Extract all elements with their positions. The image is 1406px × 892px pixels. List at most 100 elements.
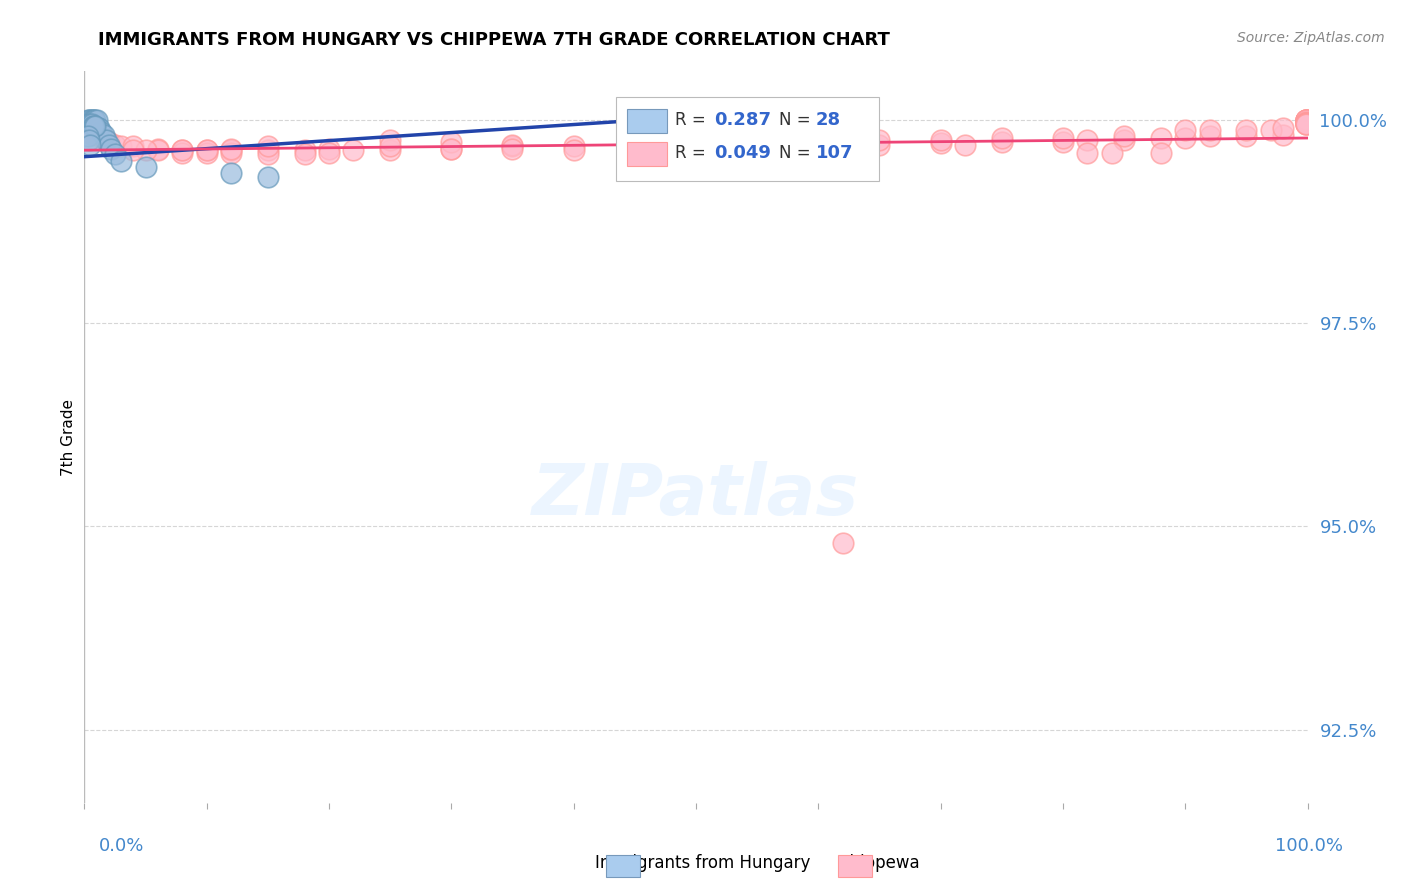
- Point: [219, 166, 242, 180]
- Point: [76, 117, 98, 131]
- FancyBboxPatch shape: [627, 110, 666, 133]
- Point: [97, 137, 120, 152]
- Point: [783, 139, 806, 153]
- Point: [77, 133, 100, 147]
- Point: [91, 131, 114, 145]
- Text: R =: R =: [675, 144, 706, 161]
- Text: 100.0%: 100.0%: [1275, 837, 1343, 855]
- Point: [685, 139, 707, 153]
- Text: Immigrants from Hungary: Immigrants from Hungary: [595, 855, 811, 872]
- Point: [1052, 135, 1074, 149]
- Point: [1295, 115, 1317, 129]
- Point: [172, 145, 194, 160]
- Point: [84, 119, 107, 133]
- Point: [90, 125, 112, 139]
- Point: [77, 113, 100, 128]
- Point: [380, 139, 402, 153]
- Point: [172, 143, 194, 157]
- Point: [1174, 131, 1197, 145]
- Point: [807, 147, 830, 161]
- Point: [831, 147, 853, 161]
- Point: [195, 143, 218, 157]
- Point: [502, 137, 524, 152]
- Point: [219, 142, 242, 156]
- Point: [86, 128, 108, 142]
- Point: [257, 139, 280, 153]
- Point: [195, 143, 218, 157]
- Point: [82, 128, 104, 142]
- Point: [624, 143, 647, 157]
- Point: [1295, 113, 1317, 128]
- Point: [135, 161, 157, 175]
- Point: [1295, 117, 1317, 131]
- Point: [1150, 131, 1173, 145]
- Point: [110, 139, 132, 153]
- Point: [83, 125, 105, 139]
- Text: N =: N =: [779, 111, 811, 128]
- Text: Chippewa: Chippewa: [838, 855, 920, 872]
- Point: [440, 142, 463, 156]
- Point: [82, 113, 104, 128]
- Point: [82, 119, 104, 133]
- Point: [104, 147, 127, 161]
- Point: [502, 142, 524, 156]
- Point: [1076, 133, 1098, 147]
- Point: [100, 142, 122, 156]
- Point: [1260, 123, 1282, 137]
- Point: [77, 121, 100, 136]
- Point: [79, 125, 101, 139]
- Y-axis label: 7th Grade: 7th Grade: [60, 399, 76, 475]
- Point: [869, 133, 891, 147]
- Text: 0.287: 0.287: [714, 111, 772, 128]
- Point: [294, 143, 316, 157]
- Point: [1295, 113, 1317, 128]
- Point: [807, 136, 830, 150]
- Point: [1295, 113, 1317, 128]
- Point: [318, 142, 340, 156]
- Point: [83, 119, 105, 133]
- Point: [80, 113, 103, 128]
- Point: [172, 143, 194, 157]
- Text: 0.049: 0.049: [714, 144, 772, 161]
- Point: [1272, 121, 1295, 136]
- Point: [77, 113, 100, 128]
- FancyBboxPatch shape: [627, 143, 666, 166]
- Point: [1101, 145, 1123, 160]
- Point: [562, 139, 585, 153]
- Point: [318, 145, 340, 160]
- Point: [77, 119, 100, 133]
- Point: [1295, 114, 1317, 128]
- Point: [84, 113, 107, 128]
- Point: [685, 143, 707, 157]
- Text: 0.0%: 0.0%: [98, 837, 143, 855]
- Point: [122, 139, 145, 153]
- Point: [219, 143, 242, 157]
- Point: [294, 147, 316, 161]
- Point: [929, 133, 952, 147]
- Text: ZIPatlas: ZIPatlas: [533, 461, 859, 530]
- Point: [87, 121, 110, 136]
- Point: [83, 113, 105, 128]
- Point: [219, 145, 242, 160]
- Point: [1114, 133, 1136, 147]
- Point: [1076, 145, 1098, 160]
- Point: [747, 137, 769, 152]
- Point: [1236, 123, 1258, 137]
- Point: [342, 143, 364, 157]
- Point: [869, 137, 891, 152]
- Point: [79, 121, 101, 136]
- Point: [440, 135, 463, 149]
- Point: [1295, 113, 1317, 128]
- Point: [747, 135, 769, 149]
- Point: [104, 137, 127, 152]
- Point: [195, 145, 218, 160]
- Point: [624, 136, 647, 150]
- Text: IMMIGRANTS FROM HUNGARY VS CHIPPEWA 7TH GRADE CORRELATION CHART: IMMIGRANTS FROM HUNGARY VS CHIPPEWA 7TH …: [98, 31, 890, 49]
- Point: [96, 133, 118, 147]
- Text: R =: R =: [675, 111, 706, 128]
- Point: [96, 133, 118, 147]
- Point: [87, 121, 110, 136]
- Point: [1295, 115, 1317, 129]
- Point: [122, 143, 145, 157]
- Point: [1198, 129, 1220, 144]
